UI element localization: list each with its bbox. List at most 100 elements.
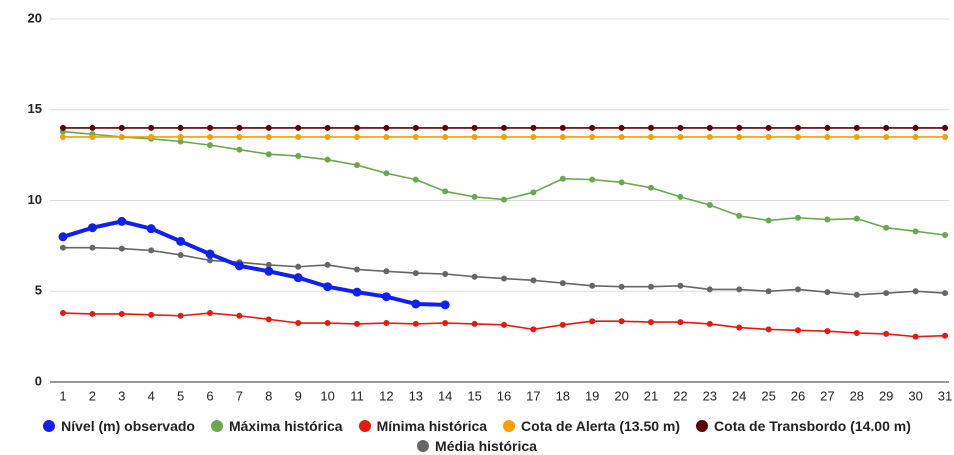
x-tick-label: 23	[703, 388, 717, 403]
data-point	[677, 124, 684, 131]
data-point	[412, 176, 419, 183]
data-point	[207, 133, 213, 140]
data-point	[352, 287, 362, 297]
data-point	[207, 124, 213, 131]
data-point	[765, 124, 772, 131]
data-point	[589, 124, 596, 131]
data-point	[824, 289, 831, 296]
data-point	[942, 290, 948, 297]
legend-label: Máxima histórica	[228, 418, 343, 434]
data-point	[471, 124, 478, 131]
x-tick-label: 5	[177, 388, 184, 403]
data-point	[236, 146, 243, 153]
legend-label: Média histórica	[435, 438, 537, 454]
data-point	[912, 124, 919, 131]
data-point	[442, 320, 449, 327]
data-point	[853, 124, 860, 131]
data-point	[795, 327, 801, 334]
legend-label: Nível (m) observado	[61, 418, 195, 434]
data-point	[618, 179, 625, 186]
data-point	[883, 133, 890, 140]
x-tick-label: 13	[409, 388, 423, 403]
data-point	[589, 176, 596, 183]
data-point	[736, 133, 743, 140]
data-point	[207, 142, 213, 149]
data-point	[648, 319, 654, 326]
data-point	[177, 138, 184, 145]
x-tick-label: 9	[295, 388, 302, 403]
data-point	[706, 124, 713, 131]
legend-item[interactable]: Mínima histórica	[358, 418, 487, 434]
data-point	[824, 216, 831, 223]
data-point	[60, 133, 66, 140]
data-point	[354, 124, 360, 131]
data-point	[381, 292, 391, 302]
data-point	[412, 133, 419, 140]
data-point	[177, 124, 184, 131]
x-tick-label: 12	[379, 388, 393, 403]
data-point	[87, 223, 97, 233]
data-point	[942, 124, 948, 131]
x-tick-label: 7	[236, 388, 243, 403]
data-point	[559, 175, 566, 182]
data-point	[912, 133, 919, 140]
data-point	[795, 214, 801, 221]
data-point	[383, 170, 390, 177]
x-tick-label: 15	[467, 388, 481, 403]
data-point	[148, 311, 155, 318]
x-tick-label: 11	[350, 388, 364, 403]
data-point	[146, 224, 156, 234]
data-point	[501, 124, 507, 131]
data-point	[501, 196, 507, 203]
legend: Nível (m) observado Máxima histórica Mínim…	[0, 418, 954, 454]
legend-label: Cota de Transbordo (14.00 m)	[714, 418, 911, 434]
data-point	[706, 202, 713, 209]
data-point	[795, 133, 801, 140]
x-tick-label: 22	[673, 388, 687, 403]
data-point	[442, 124, 449, 131]
data-point	[118, 124, 125, 131]
data-point	[117, 216, 127, 226]
y-tick-label: 10	[28, 192, 42, 207]
y-tick-label: 20	[28, 10, 42, 25]
series-line	[62, 130, 946, 236]
data-point	[324, 261, 331, 268]
data-point	[324, 124, 331, 131]
legend-item[interactable]: Cota de Transbordo (14.00 m)	[696, 418, 911, 434]
data-point	[265, 133, 272, 140]
data-point	[795, 286, 801, 293]
x-tick-label: 29	[879, 388, 893, 403]
data-point	[501, 275, 507, 282]
data-point	[530, 277, 537, 284]
data-point	[89, 124, 96, 131]
legend-item[interactable]: Máxima histórica	[210, 418, 343, 434]
data-point	[883, 330, 890, 337]
data-point	[853, 215, 860, 222]
data-point	[412, 124, 419, 131]
data-point	[324, 320, 331, 327]
data-point	[530, 133, 537, 140]
x-tick-label: 1	[59, 388, 66, 403]
data-point	[706, 286, 713, 293]
data-point	[58, 232, 68, 242]
data-point	[236, 133, 243, 140]
data-point	[883, 224, 890, 231]
data-point	[176, 236, 186, 246]
data-point	[264, 266, 274, 276]
data-point	[383, 268, 390, 275]
data-point	[295, 320, 302, 327]
legend-item[interactable]: Média histórica	[417, 438, 537, 454]
data-point	[618, 133, 625, 140]
data-point	[677, 133, 684, 140]
data-point	[618, 124, 625, 131]
data-point	[736, 324, 743, 331]
data-point	[236, 312, 243, 319]
legend-item[interactable]: Nível (m) observado	[43, 418, 195, 434]
legend-swatch	[417, 440, 430, 452]
data-point	[501, 321, 507, 328]
legend-item[interactable]: Cota de Alerta (13.50 m)	[503, 418, 680, 434]
data-point	[912, 228, 919, 235]
data-point	[295, 133, 302, 140]
x-tick-label: 6	[206, 388, 213, 403]
